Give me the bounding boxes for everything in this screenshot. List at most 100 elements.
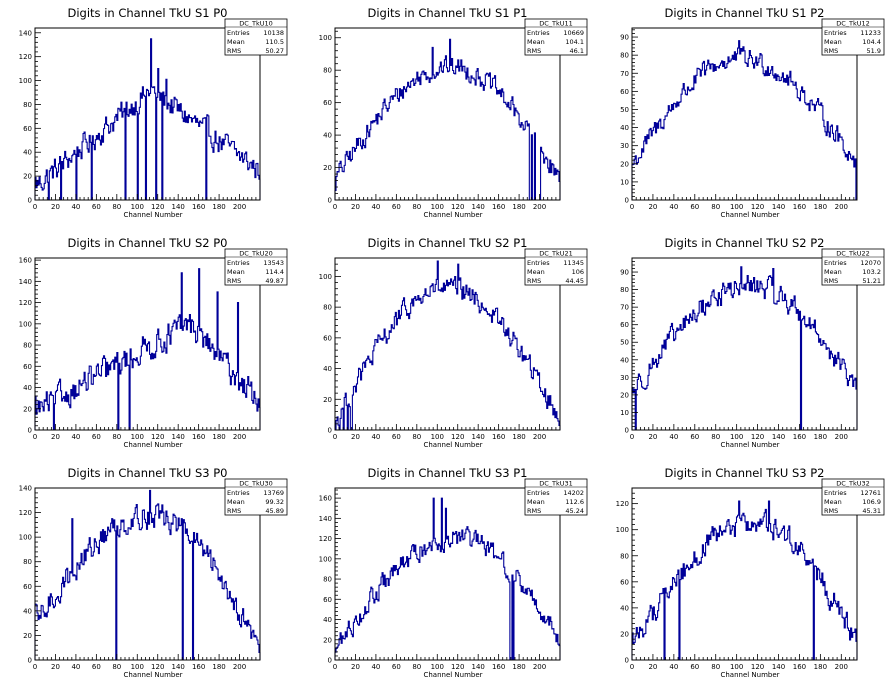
- x-tick-label: 80: [412, 433, 421, 441]
- x-tick-label: 40: [71, 663, 80, 671]
- x-tick-label: 40: [371, 433, 380, 441]
- stats-entries-value: 11233: [860, 29, 881, 37]
- histogram-panel: Digits in Channel TkU S3 P0 0 20 40 60 80 100 1…: [19, 466, 288, 679]
- x-tick-label: 180: [512, 663, 525, 671]
- stats-entries-label: Entries: [227, 259, 250, 267]
- x-tick-label: 60: [92, 203, 101, 211]
- stats-rms-value: 50.27: [265, 47, 284, 55]
- histogram-series: [34, 489, 261, 661]
- x-tick-label: 80: [711, 433, 720, 441]
- stats-mean-label: Mean: [824, 268, 842, 276]
- y-tick-label: 20: [323, 396, 332, 404]
- stats-rms-label: RMS: [227, 507, 241, 515]
- y-tick-label: 120: [19, 509, 32, 517]
- x-tick-label: 200: [533, 433, 546, 441]
- x-tick-label: 120: [751, 663, 764, 671]
- stats-mean-value: 104.4: [862, 38, 881, 46]
- x-tick-label: 0: [333, 663, 337, 671]
- x-tick-label: 140: [772, 663, 785, 671]
- x-tick-label: 100: [730, 663, 743, 671]
- y-tick-label: 100: [19, 320, 32, 328]
- histogram-series: [631, 500, 858, 661]
- x-tick-label: 20: [351, 663, 360, 671]
- y-tick-label: 40: [323, 365, 332, 373]
- histogram-panel: Digits in Channel TkU S2 P0 0 20 40 60 80 100 1…: [19, 236, 288, 449]
- stats-entries-label: Entries: [824, 259, 847, 267]
- stats-rms-label: RMS: [824, 47, 838, 55]
- stats-box: [821, 248, 885, 286]
- x-tick-label: 180: [814, 433, 827, 441]
- x-tick-label: 0: [33, 203, 37, 211]
- x-axis-label: Channel Number: [423, 211, 482, 219]
- panel-title: Digits in Channel TkU S3 P2: [665, 466, 825, 480]
- y-tick-label: 80: [323, 67, 332, 75]
- x-tick-label: 20: [351, 433, 360, 441]
- x-axis-label: Channel Number: [423, 671, 482, 679]
- y-tick-label: 0: [328, 657, 332, 665]
- x-tick-label: 20: [648, 663, 657, 671]
- x-tick-label: 60: [392, 203, 401, 211]
- plot-frame: [631, 257, 858, 431]
- x-tick-label: 200: [835, 433, 848, 441]
- panel-title: Digits in Channel TkU S1 P1: [368, 6, 528, 20]
- stats-entries-label: Entries: [824, 489, 847, 497]
- x-tick-label: 0: [630, 433, 634, 441]
- x-tick-label: 200: [233, 663, 246, 671]
- y-tick-label: 100: [19, 534, 32, 542]
- x-tick-label: 160: [492, 433, 505, 441]
- y-tick-label: 10: [620, 178, 629, 186]
- x-tick-label: 160: [492, 203, 505, 211]
- x-tick-label: 80: [112, 663, 121, 671]
- y-tick-label: 20: [620, 630, 629, 638]
- stats-name: DC_TkU32: [836, 480, 870, 488]
- stats-mean-value: 103.2: [862, 268, 881, 276]
- x-tick-label: 100: [431, 203, 444, 211]
- x-tick-label: 120: [151, 433, 164, 441]
- y-tick-label: 60: [323, 334, 332, 342]
- stats-entries-label: Entries: [824, 29, 847, 37]
- stats-box: [224, 478, 288, 516]
- x-tick-label: 180: [814, 203, 827, 211]
- y-tick-label: 0: [328, 197, 332, 205]
- y-tick-label: 40: [620, 604, 629, 612]
- y-tick-label: 140: [19, 485, 32, 493]
- stats-mean-value: 106.9: [862, 498, 881, 506]
- stats-name: DC_TkU11: [539, 20, 573, 28]
- stats-entries-value: 12070: [860, 259, 881, 267]
- y-tick-label: 0: [28, 197, 32, 205]
- y-tick-label: 20: [323, 636, 332, 644]
- stats-mean-label: Mean: [227, 268, 245, 276]
- stats-rms-value: 51.9: [867, 47, 881, 55]
- y-tick-label: 10: [620, 409, 629, 417]
- stats-entries-label: Entries: [227, 29, 250, 37]
- histogram-panel: Digits in Channel TkU S3 P2 0 20 40 60 80 100 1…: [616, 466, 885, 679]
- x-tick-label: 20: [51, 203, 60, 211]
- x-axis-label: Channel Number: [123, 441, 182, 449]
- x-tick-label: 200: [533, 203, 546, 211]
- y-tick-label: 80: [620, 552, 629, 560]
- x-tick-label: 60: [92, 663, 101, 671]
- stats-mean-value: 114.4: [265, 268, 284, 276]
- stats-name: DC_TkU12: [836, 20, 870, 28]
- x-tick-label: 100: [131, 433, 144, 441]
- x-tick-label: 20: [51, 663, 60, 671]
- x-tick-label: 60: [392, 433, 401, 441]
- x-tick-label: 160: [192, 433, 205, 441]
- x-tick-label: 100: [431, 663, 444, 671]
- x-tick-label: 100: [730, 203, 743, 211]
- y-tick-label: 140: [319, 515, 332, 523]
- x-tick-label: 40: [371, 203, 380, 211]
- y-tick-label: 60: [620, 321, 629, 329]
- y-tick-label: 40: [23, 607, 32, 615]
- y-tick-label: 120: [616, 500, 629, 508]
- stats-rms-label: RMS: [227, 47, 241, 55]
- stats-name: DC_TkU22: [836, 250, 870, 258]
- y-tick-label: 80: [323, 576, 332, 584]
- y-tick-label: 30: [620, 142, 629, 150]
- panel-title: Digits in Channel TkU S3 P0: [68, 466, 228, 480]
- x-tick-label: 180: [212, 203, 225, 211]
- histogram-panel: Digits in Channel TkU S3 P1 0 20 40 60 80 100 1…: [319, 466, 588, 679]
- stats-entries-label: Entries: [527, 259, 550, 267]
- x-tick-label: 60: [690, 663, 699, 671]
